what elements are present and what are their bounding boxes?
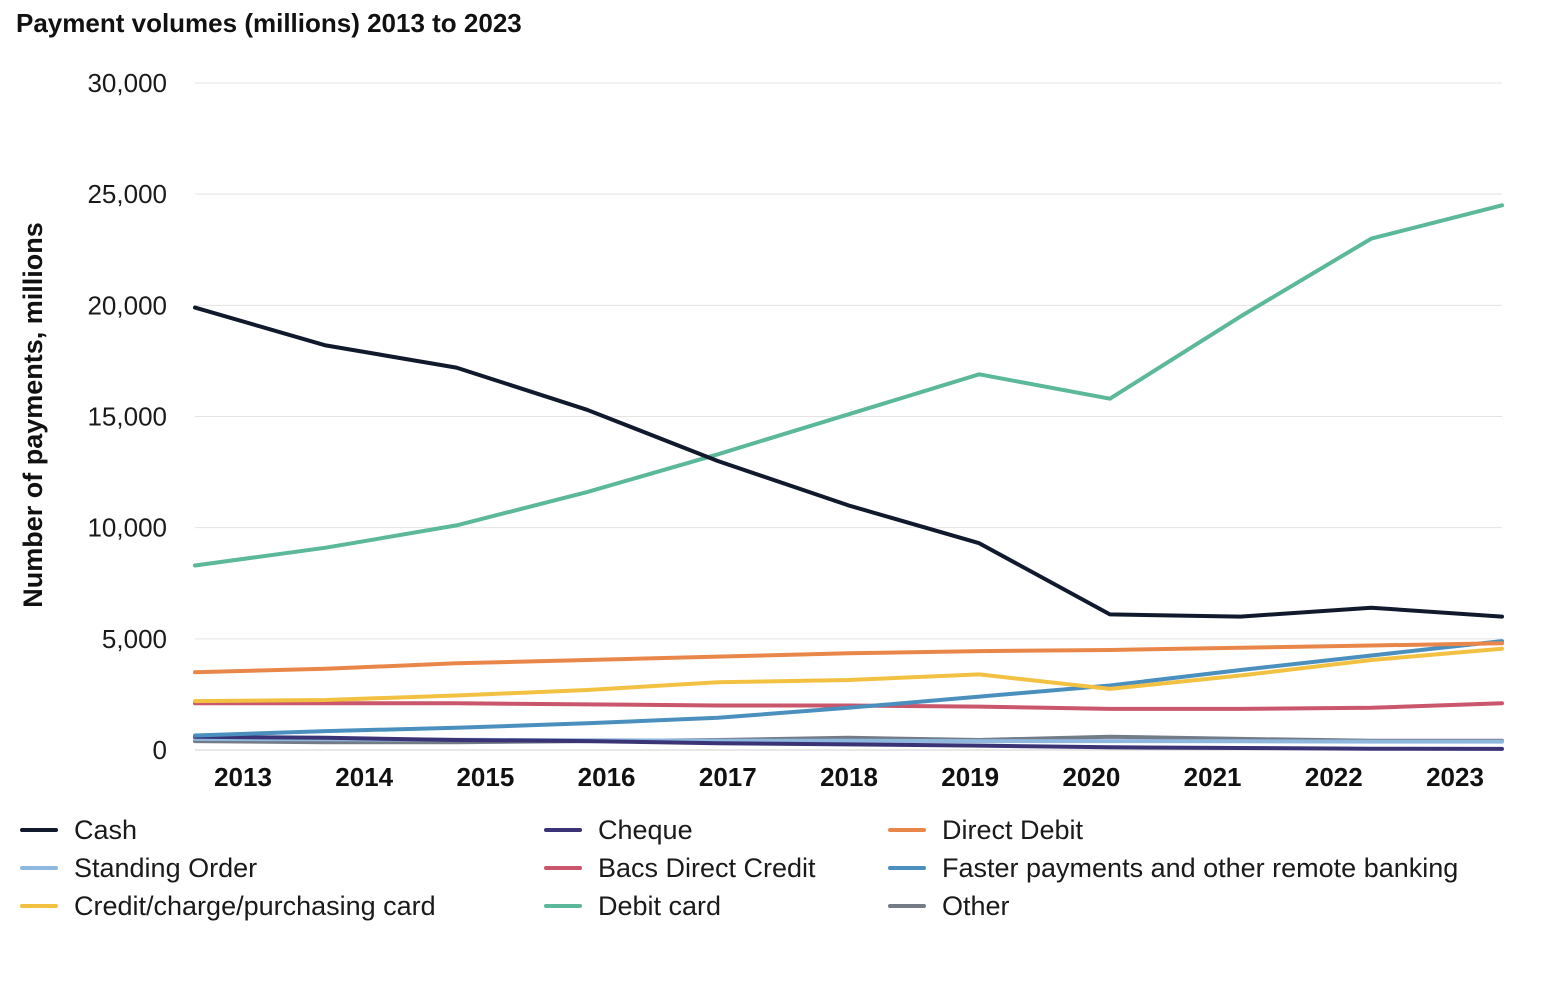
x-tick-label: 2023 <box>1426 762 1484 792</box>
y-tick-labels: 0 5,000 10,000 15,000 20,000 25,000 30,000 <box>87 68 167 765</box>
legend-label: Cheque <box>598 814 693 845</box>
legend-item: Direct Debit <box>888 812 1083 848</box>
series-line-bacs-direct-credit <box>193 701 1504 711</box>
legend-item: Cash <box>20 812 137 848</box>
line-chart: 0 5,000 10,000 15,000 20,000 25,000 30,000 201… <box>18 68 1504 792</box>
y-tick-label: 5,000 <box>102 624 167 654</box>
legend-item: Faster payments and other remote banking <box>888 850 1458 886</box>
legend-swatch <box>20 828 58 832</box>
series-line-credit-charge-purchasing-card <box>193 646 1504 704</box>
legend-swatch <box>20 904 58 908</box>
legend-swatch <box>888 904 926 908</box>
legend-swatch <box>544 866 582 870</box>
legend-label: Faster payments and other remote banking <box>942 852 1459 883</box>
legend-label: Debit card <box>598 890 722 921</box>
legend-swatch <box>544 828 582 832</box>
legend-item: Bacs Direct Credit <box>544 850 816 886</box>
x-tick-label: 2021 <box>1184 762 1242 792</box>
series-line-faster-payments-and-other-remote-banking <box>193 639 1504 738</box>
y-tick-label: 0 <box>153 735 167 765</box>
x-tick-label: 2018 <box>820 762 878 792</box>
legend-label: Direct Debit <box>942 814 1084 845</box>
y-tick-label: 25,000 <box>87 179 167 209</box>
legend-label: Standing Order <box>74 852 258 883</box>
chart-title: Payment volumes (millions) 2013 to 2023 <box>16 8 522 38</box>
y-tick-label: 10,000 <box>87 513 167 543</box>
series-line-cheque <box>193 734 1504 751</box>
legend-label: Bacs Direct Credit <box>598 852 816 883</box>
x-tick-label: 2014 <box>335 762 393 792</box>
gridlines <box>195 82 1502 751</box>
legend-item: Credit/charge/purchasing card <box>20 888 436 924</box>
y-tick-label: 15,000 <box>87 402 167 432</box>
x-tick-label: 2019 <box>941 762 999 792</box>
x-tick-label: 2020 <box>1062 762 1120 792</box>
legend-swatch <box>888 866 926 870</box>
x-tick-labels: 2013 2014 2015 2016 2017 2018 2019 2020 2021 2022… <box>214 762 1484 792</box>
legend-item: Debit card <box>544 888 721 924</box>
x-tick-label: 2017 <box>699 762 757 792</box>
x-tick-label: 2013 <box>214 762 272 792</box>
y-axis-label: Number of payments, millions <box>18 222 48 608</box>
legend-swatch <box>888 828 926 832</box>
legend-item: Standing Order <box>20 850 257 886</box>
y-tick-label: 20,000 <box>87 290 167 320</box>
legend-label: Cash <box>74 814 138 845</box>
x-tick-label: 2015 <box>456 762 514 792</box>
series-line-debit-card <box>193 203 1504 568</box>
legend-swatch <box>544 904 582 908</box>
x-tick-label: 2022 <box>1305 762 1363 792</box>
legend-item: Cheque <box>544 812 693 848</box>
y-tick-label: 30,000 <box>87 68 167 98</box>
series-line-direct-debit <box>193 641 1504 675</box>
legend-label: Other <box>942 890 1010 921</box>
legend-swatch <box>20 866 58 870</box>
legend-label: Credit/charge/purchasing card <box>74 890 436 921</box>
x-tick-label: 2016 <box>578 762 636 792</box>
series-lines <box>193 203 1504 751</box>
legend-item: Other <box>888 888 1010 924</box>
series-line-cash <box>193 305 1504 619</box>
